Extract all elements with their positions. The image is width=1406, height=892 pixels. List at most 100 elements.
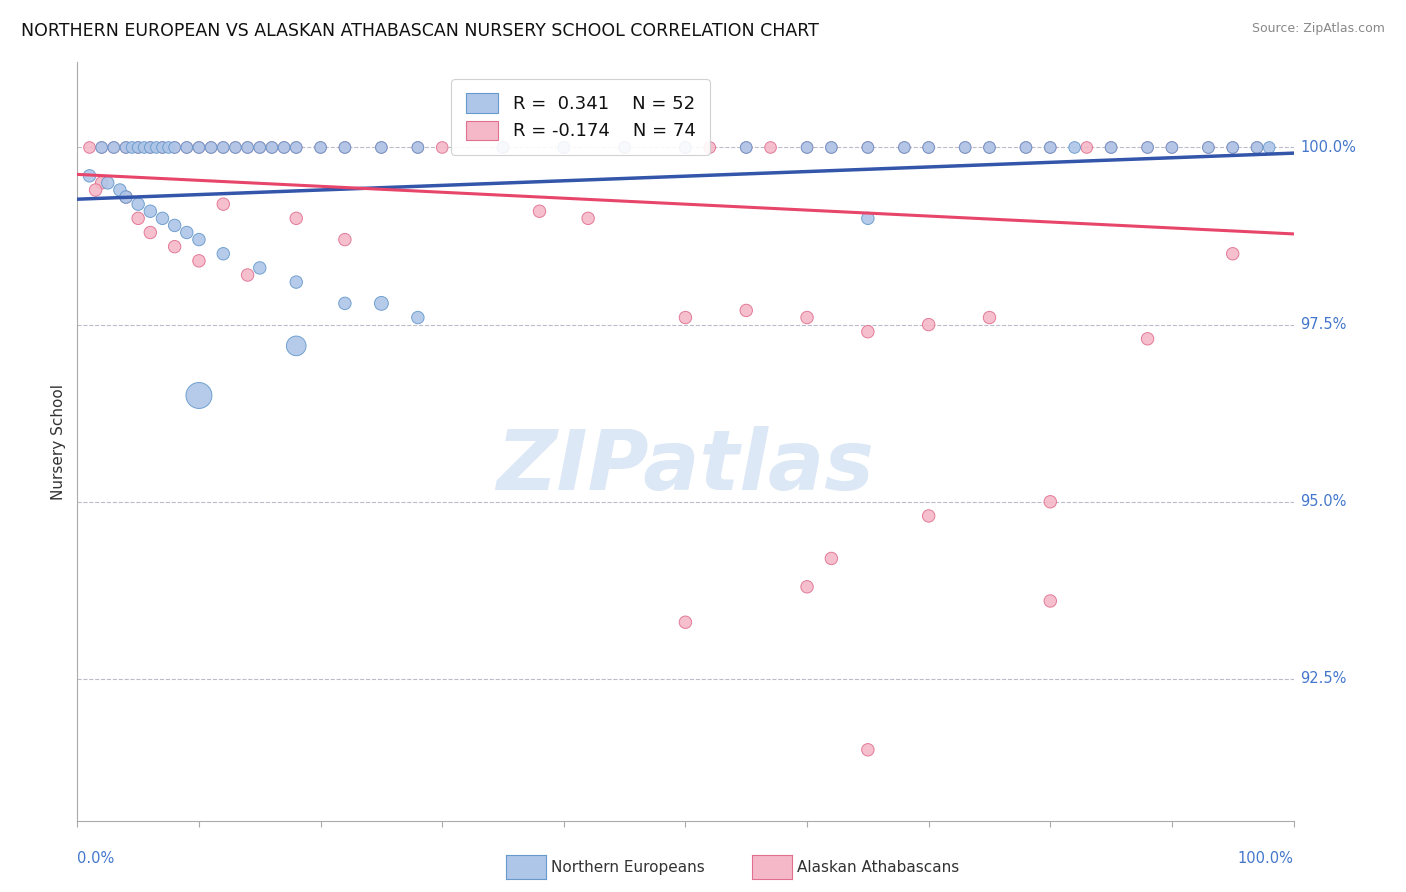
Text: Northern Europeans: Northern Europeans	[551, 860, 704, 874]
Point	[333, 233, 356, 247]
Point	[370, 140, 392, 154]
Text: 100.0%: 100.0%	[1301, 140, 1357, 155]
Point	[145, 140, 167, 154]
Point	[820, 140, 842, 154]
Point	[103, 140, 125, 154]
Point	[1039, 140, 1062, 154]
Point	[406, 140, 429, 154]
Point	[370, 296, 392, 310]
Point	[236, 140, 259, 154]
Point	[856, 743, 879, 757]
Point	[370, 140, 392, 154]
Point	[103, 140, 125, 154]
Point	[152, 211, 174, 226]
Point	[236, 268, 259, 282]
Point	[979, 140, 1001, 154]
Point	[333, 140, 356, 154]
Point	[406, 310, 429, 325]
Legend: R =  0.341    N = 52, R = -0.174    N = 74: R = 0.341 N = 52, R = -0.174 N = 74	[451, 79, 710, 155]
Point	[1063, 140, 1085, 154]
Point	[139, 226, 162, 240]
Point	[856, 211, 879, 226]
Point	[285, 140, 308, 154]
Point	[820, 140, 842, 154]
Point	[152, 140, 174, 154]
Point	[90, 176, 112, 190]
Point	[260, 140, 283, 154]
Point	[1222, 140, 1244, 154]
Point	[1015, 140, 1038, 154]
Point	[163, 219, 186, 233]
Point	[918, 508, 941, 523]
Point	[273, 140, 295, 154]
Point	[212, 140, 235, 154]
Point	[249, 140, 271, 154]
Point	[1099, 140, 1122, 154]
Point	[953, 140, 976, 154]
Point	[285, 140, 308, 154]
Point	[139, 140, 162, 154]
Point	[309, 140, 332, 154]
Point	[176, 226, 198, 240]
Point	[176, 140, 198, 154]
Point	[163, 140, 186, 154]
Point	[157, 140, 180, 154]
Point	[1246, 140, 1268, 154]
Point	[735, 303, 758, 318]
Point	[115, 190, 138, 204]
Point	[613, 140, 636, 154]
Point	[529, 204, 551, 219]
Point	[200, 140, 222, 154]
Point	[115, 140, 138, 154]
Point	[820, 551, 842, 566]
Point	[188, 388, 211, 402]
Point	[212, 246, 235, 260]
Point	[1222, 246, 1244, 260]
Point	[163, 240, 186, 254]
Point	[1258, 140, 1281, 154]
Text: 92.5%: 92.5%	[1301, 672, 1347, 687]
Text: 0.0%: 0.0%	[77, 851, 114, 866]
Point	[285, 211, 308, 226]
Point	[796, 310, 818, 325]
Point	[893, 140, 915, 154]
Point	[79, 169, 101, 183]
Point	[1197, 140, 1219, 154]
Point	[918, 140, 941, 154]
Point	[139, 140, 162, 154]
Point	[1076, 140, 1098, 154]
Point	[127, 197, 149, 211]
Point	[249, 260, 271, 275]
Point	[492, 140, 515, 154]
Point	[430, 140, 453, 154]
Point	[285, 275, 308, 289]
Point	[492, 140, 515, 154]
Text: NORTHERN EUROPEAN VS ALASKAN ATHABASCAN NURSERY SCHOOL CORRELATION CHART: NORTHERN EUROPEAN VS ALASKAN ATHABASCAN …	[21, 22, 818, 40]
Point	[333, 140, 356, 154]
Point	[893, 140, 915, 154]
Point	[796, 140, 818, 154]
Point	[796, 140, 818, 154]
Point	[553, 140, 575, 154]
Point	[127, 140, 149, 154]
Point	[79, 140, 101, 154]
Point	[918, 140, 941, 154]
Point	[675, 615, 697, 630]
Point	[163, 140, 186, 154]
Point	[188, 140, 211, 154]
Point	[735, 140, 758, 154]
Point	[90, 140, 112, 154]
Point	[979, 310, 1001, 325]
Point	[84, 183, 107, 197]
Point	[856, 140, 879, 154]
Point	[200, 140, 222, 154]
Point	[553, 140, 575, 154]
Point	[856, 140, 879, 154]
Point	[918, 318, 941, 332]
Point	[176, 140, 198, 154]
Point	[212, 140, 235, 154]
Text: Source: ZipAtlas.com: Source: ZipAtlas.com	[1251, 22, 1385, 36]
Text: Alaskan Athabascans: Alaskan Athabascans	[797, 860, 959, 874]
Point	[1246, 140, 1268, 154]
Point	[90, 140, 112, 154]
